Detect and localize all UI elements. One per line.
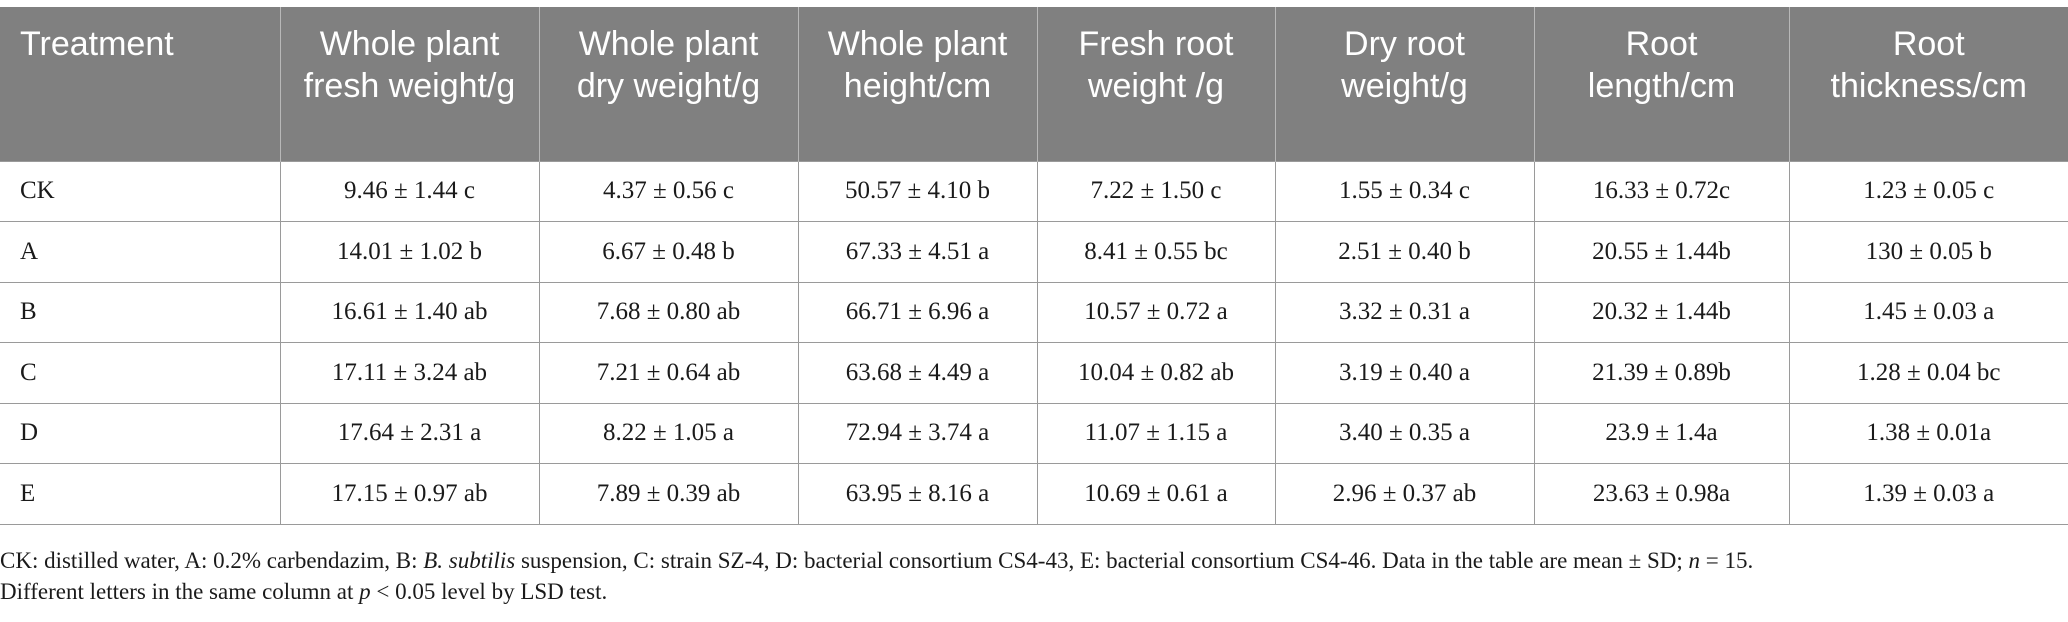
footnote-species: B. subtilis [423,548,516,573]
table-cell: 17.64 ± 2.31 a [279,402,540,464]
table-cell: 20.55 ± 1.44b [1533,221,1790,283]
table-cell: 11.07 ± 1.15 a [1036,402,1276,464]
table-row: D 17.64 ± 2.31 a 8.22 ± 1.05 a 72.94 ± 3… [0,402,2068,464]
table-row: CK 9.46 ± 1.44 c 4.37 ± 0.56 c 50.57 ± 4… [0,160,2068,222]
table-cell: 3.40 ± 0.35 a [1274,402,1535,464]
footnote-p-symbol: p [359,579,371,604]
footnote-text: < 0.05 level by LSD test. [370,579,608,604]
table-cell: 20.32 ± 1.44b [1533,281,1790,343]
footnote-n-symbol: n [1688,548,1701,573]
table-cell: 10.69 ± 0.61 a [1036,463,1276,525]
header-height: Whole plant height/cm [797,7,1038,161]
header-root-thickness: Root thickness/cm [1788,7,2068,161]
table-cell: 23.9 ± 1.4a [1533,402,1790,464]
table-cell: 23.63 ± 0.98a [1533,463,1790,525]
table-cell: 1.45 ± 0.03 a [1788,281,2068,343]
table-cell: 16.33 ± 0.72c [1533,160,1790,222]
table-cell: 2.51 ± 0.40 b [1274,221,1535,283]
table-cell: 63.95 ± 8.16 a [797,463,1038,525]
table-cell: 17.15 ± 0.97 ab [279,463,540,525]
header-dry-root-weight: Dry root weight/g [1274,7,1535,161]
table-cell: 7.22 ± 1.50 c [1036,160,1276,222]
table-cell: 3.32 ± 0.31 a [1274,281,1535,343]
table-cell: 1.23 ± 0.05 c [1788,160,2068,222]
table-cell: E [0,463,281,525]
table-cell: 130 ± 0.05 b [1788,221,2068,283]
table-cell: 16.61 ± 1.40 ab [279,281,540,343]
table-row: C 17.11 ± 3.24 ab 7.21 ± 0.64 ab 63.68 ±… [0,342,2068,404]
table-cell: 63.68 ± 4.49 a [797,342,1038,404]
footnote-text: Different letters in the same column at [0,579,360,604]
table-cell: C [0,342,281,404]
table-cell: 66.71 ± 6.96 a [797,281,1038,343]
table-row: B 16.61 ± 1.40 ab 7.68 ± 0.80 ab 66.71 ±… [0,281,2068,343]
table-cell: 10.57 ± 0.72 a [1036,281,1276,343]
table-cell: 7.21 ± 0.64 ab [538,342,799,404]
table-cell: 9.46 ± 1.44 c [279,160,540,222]
header-fresh-root-weight: Fresh root weight /g [1036,7,1276,161]
header-root-length: Root length/cm [1533,7,1790,161]
footnote-text: suspension, C: strain SZ-4, D: bacterial… [515,548,1689,573]
table-header-row: Treatment Whole plant fresh weight/g Who… [0,7,2068,161]
header-treatment: Treatment [0,7,281,161]
table-cell: A [0,221,281,283]
header-fresh-weight: Whole plant fresh weight/g [279,7,540,161]
table-cell: 1.28 ± 0.04 bc [1788,342,2068,404]
results-table: Treatment Whole plant fresh weight/g Who… [0,7,2068,525]
table-cell: CK [0,160,281,222]
footnote-text: = 15. [1700,548,1754,573]
table-footnote: CK: distilled water, A: 0.2% carbendazim… [0,545,2040,607]
table-cell: 50.57 ± 4.10 b [797,160,1038,222]
table-cell: 21.39 ± 0.89b [1533,342,1790,404]
table-cell: 7.68 ± 0.80 ab [538,281,799,343]
table-cell: 3.19 ± 0.40 a [1274,342,1535,404]
table-cell: 4.37 ± 0.56 c [538,160,799,222]
table-row: A 14.01 ± 1.02 b 6.67 ± 0.48 b 67.33 ± 4… [0,221,2068,283]
table-cell: 6.67 ± 0.48 b [538,221,799,283]
table-cell: 1.39 ± 0.03 a [1788,463,2068,525]
table-cell: 10.04 ± 0.82 ab [1036,342,1276,404]
table-cell: 67.33 ± 4.51 a [797,221,1038,283]
table-cell: 17.11 ± 3.24 ab [279,342,540,404]
table-cell: D [0,402,281,464]
table-cell: 1.55 ± 0.34 c [1274,160,1535,222]
table-cell: 7.89 ± 0.39 ab [538,463,799,525]
footnote-text: CK: distilled water, A: 0.2% carbendazim… [0,548,424,573]
table-row: E 17.15 ± 0.97 ab 7.89 ± 0.39 ab 63.95 ±… [0,463,2068,525]
table-cell: 72.94 ± 3.74 a [797,402,1038,464]
table-cell: 1.38 ± 0.01a [1788,402,2068,464]
header-dry-weight: Whole plant dry weight/g [538,7,799,161]
table-cell: 8.41 ± 0.55 bc [1036,221,1276,283]
results-table-container: Treatment Whole plant fresh weight/g Who… [0,7,2068,525]
table-cell: B [0,281,281,343]
table-cell: 8.22 ± 1.05 a [538,402,799,464]
table-cell: 2.96 ± 0.37 ab [1274,463,1535,525]
table-cell: 14.01 ± 1.02 b [279,221,540,283]
